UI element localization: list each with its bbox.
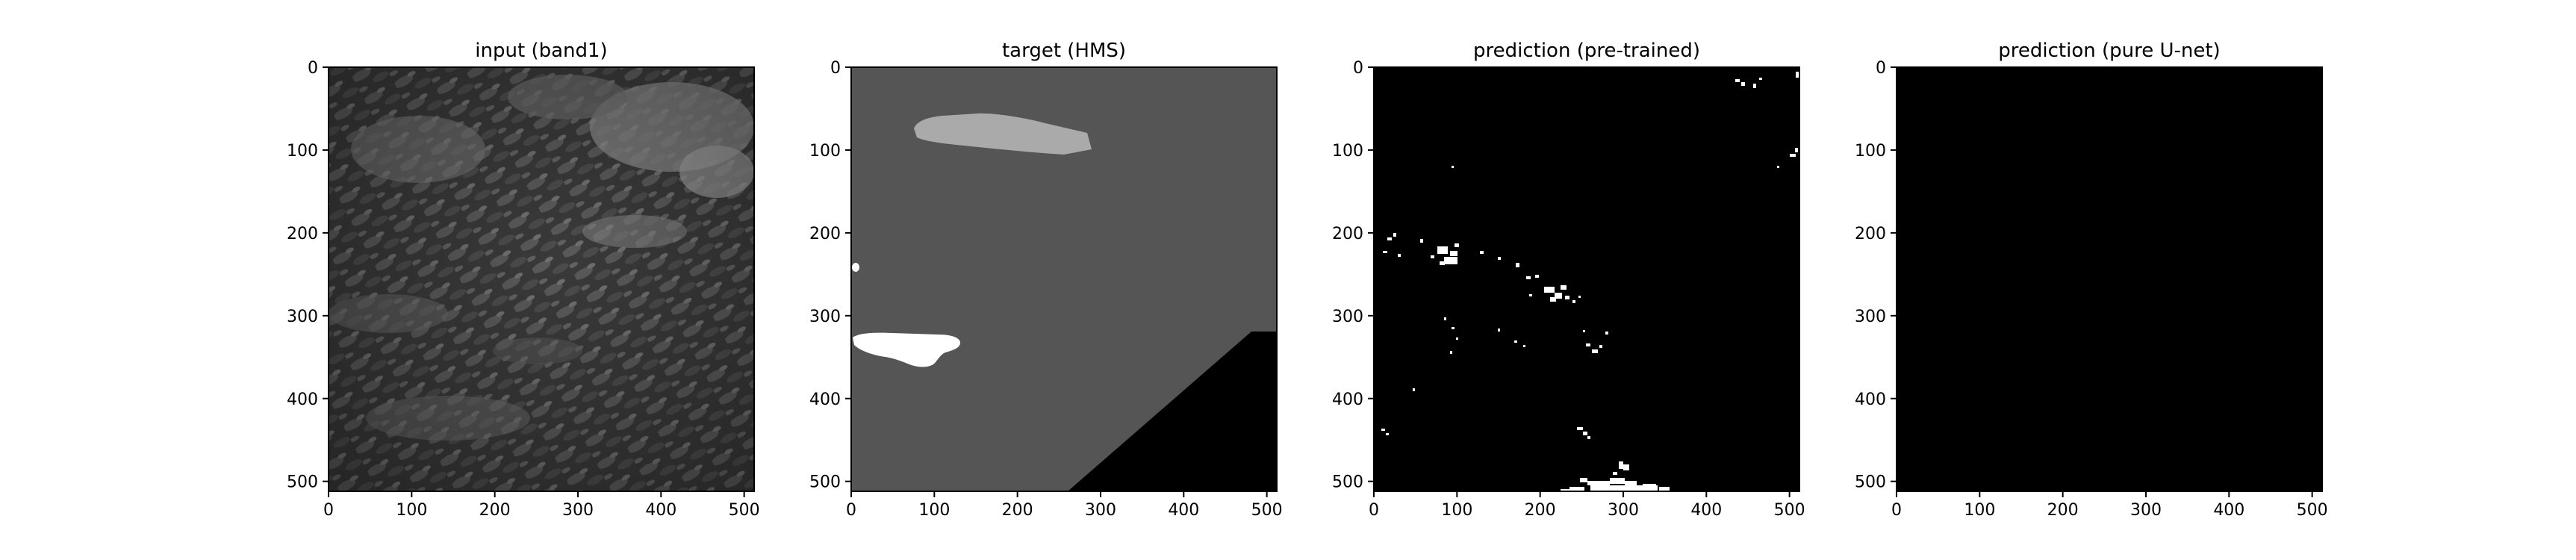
- y-tick-label: 200: [809, 225, 841, 243]
- panel-title-prediction-unet: prediction (pure U-net): [1998, 40, 2220, 62]
- x-axis-prediction-pretrained: 0 100 200 300 400 500: [1369, 491, 1805, 520]
- y-tick-label: 500: [1332, 473, 1363, 492]
- panel-target: target (HMS) 0 100 200 300 400 500 0 100 200 300…: [809, 40, 1283, 520]
- mask-nodata-region: [1068, 332, 1277, 491]
- x-tick-label: 200: [1525, 501, 1556, 520]
- x-tick-label: 200: [1002, 501, 1033, 520]
- mask-light-smoke-region: [914, 113, 1092, 155]
- x-tick-label: 500: [1774, 501, 1805, 520]
- x-tick-label: 100: [396, 501, 427, 520]
- y-tick-label: 500: [809, 473, 841, 492]
- y-tick-label: 400: [1332, 391, 1363, 409]
- panel-title-prediction-pretrained: prediction (pre-trained): [1473, 40, 1700, 62]
- y-tick-label: 500: [1855, 473, 1886, 492]
- x-tick-label: 0: [323, 501, 334, 520]
- prediction-blobs: [1381, 72, 1799, 491]
- y-axis-target: 0 100 200 300 400 500: [809, 59, 851, 492]
- x-tick-label: 300: [1608, 501, 1639, 520]
- panel-title-input: input (band1): [475, 40, 607, 62]
- x-tick-label: 100: [1964, 501, 1995, 520]
- y-tick-label: 100: [1332, 142, 1363, 161]
- x-tick-label: 500: [1251, 501, 1283, 520]
- y-tick-label: 0: [308, 59, 318, 78]
- y-tick-label: 500: [287, 473, 318, 492]
- x-tick-label: 100: [1441, 501, 1472, 520]
- x-tick-label: 200: [2047, 501, 2079, 520]
- x-tick-label: 300: [562, 501, 594, 520]
- y-tick-label: 300: [1855, 308, 1886, 326]
- y-tick-label: 0: [830, 59, 841, 78]
- y-tick-label: 300: [809, 308, 841, 326]
- x-axis-input: 0 100 200 300 400 500: [323, 491, 760, 520]
- panel-prediction-unet: prediction (pure U-net) 0 100 200 300 400 500…: [1855, 40, 2328, 520]
- y-axis-input: 0 100 200 300 400 500: [287, 59, 329, 492]
- x-tick-label: 400: [2213, 501, 2244, 520]
- image-input-band1: [329, 67, 754, 491]
- panel-input: input (band1) 0 100 200 300 400 500 0 100 200 30…: [287, 40, 760, 520]
- mask-white-spot: [852, 263, 859, 272]
- y-tick-label: 100: [809, 142, 841, 161]
- image-prediction-pretrained: [1374, 67, 1799, 491]
- y-tick-label: 400: [809, 391, 841, 409]
- y-tick-label: 100: [287, 142, 318, 161]
- x-tick-label: 100: [918, 501, 950, 520]
- y-tick-label: 0: [1353, 59, 1363, 78]
- y-tick-label: 0: [1876, 59, 1886, 78]
- x-tick-label: 0: [846, 501, 856, 520]
- x-tick-label: 200: [479, 501, 511, 520]
- x-tick-label: 300: [1085, 501, 1116, 520]
- image-prediction-unet: [1897, 67, 2322, 491]
- y-axis-prediction-pretrained: 0 100 200 300 400 500: [1332, 59, 1374, 492]
- y-tick-label: 100: [1855, 142, 1886, 161]
- x-tick-label: 0: [1369, 501, 1379, 520]
- y-tick-label: 200: [1855, 225, 1886, 243]
- y-tick-label: 400: [287, 391, 318, 409]
- x-tick-label: 0: [1891, 501, 1902, 520]
- panel-prediction-pretrained: prediction (pre-trained): [1332, 40, 1805, 520]
- x-tick-label: 500: [729, 501, 760, 520]
- y-tick-label: 300: [287, 308, 318, 326]
- y-tick-label: 200: [1332, 225, 1363, 243]
- y-axis-prediction-unet: 0 100 200 300 400 500: [1855, 59, 1897, 492]
- x-axis-target: 0 100 200 300 400 500: [846, 491, 1283, 520]
- x-tick-label: 300: [2130, 501, 2162, 520]
- x-axis-prediction-unet: 0 100 200 300 400 500: [1891, 491, 2328, 520]
- image-target-hms: [851, 67, 1277, 491]
- x-tick-label: 400: [1690, 501, 1722, 520]
- y-tick-label: 200: [287, 225, 318, 243]
- y-tick-label: 300: [1332, 308, 1363, 326]
- y-tick-label: 400: [1855, 391, 1886, 409]
- x-tick-label: 500: [2297, 501, 2328, 520]
- mask-white-smoke-region: [853, 332, 961, 367]
- x-tick-label: 400: [645, 501, 676, 520]
- x-tick-label: 400: [1168, 501, 1199, 520]
- panel-title-target: target (HMS): [1002, 40, 1126, 62]
